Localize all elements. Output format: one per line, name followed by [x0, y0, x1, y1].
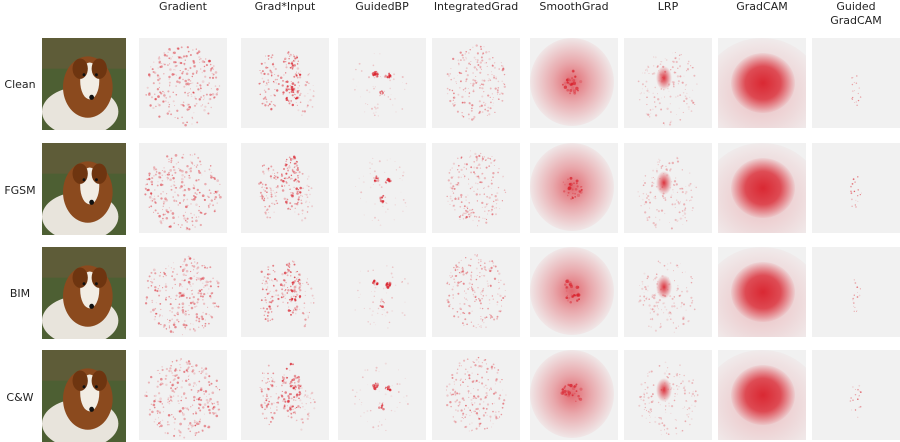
col-header-smoothgrad: SmoothGrad [530, 0, 618, 36]
saliency-map [139, 350, 227, 440]
col-header-label: LRP [657, 0, 679, 13]
saliency-map [432, 38, 520, 128]
saliency-map [624, 350, 712, 440]
col-header-label: Grad*Input [254, 0, 316, 13]
saliency-map [812, 143, 900, 233]
saliency-heatmap [145, 46, 221, 127]
input-photo [42, 143, 126, 235]
saliency-heatmap [258, 51, 315, 116]
saliency-heatmap [637, 156, 697, 230]
saliency-map [530, 350, 618, 440]
saliency-heatmap [352, 53, 408, 117]
saliency-map [139, 38, 227, 128]
saliency-map [241, 143, 329, 233]
saliency-map [718, 143, 806, 233]
saliency-heatmap [851, 75, 862, 107]
saliency-map [718, 350, 806, 440]
saliency-map [241, 350, 329, 440]
saliency-map [530, 247, 618, 337]
saliency-map [432, 143, 520, 233]
saliency-map [338, 38, 426, 128]
col-header-gradient: Gradient [139, 0, 227, 36]
col-header-label: GradCAM [736, 0, 788, 13]
col-header-guided-gradcam: Guided GradCAM [812, 0, 900, 36]
saliency-map [624, 247, 712, 337]
input-photo [42, 38, 126, 130]
collie-dog-photo [42, 350, 126, 442]
col-header-label: Guided GradCAM [830, 0, 882, 27]
saliency-map [139, 143, 227, 233]
row-label-clean: Clean [4, 78, 36, 91]
saliency-map [530, 143, 618, 233]
saliency-map [241, 247, 329, 337]
input-photo [42, 350, 126, 442]
saliency-heatmap [637, 260, 696, 333]
saliency-heatmap [530, 350, 614, 438]
collie-dog-photo [42, 38, 126, 130]
col-header-lrp: LRP [624, 0, 712, 36]
saliency-heatmap [849, 384, 862, 418]
saliency-heatmap [355, 157, 407, 227]
collie-dog-photo [42, 143, 126, 235]
saliency-map [432, 247, 520, 337]
saliency-map [718, 247, 806, 337]
col-header-label: IntegratedGrad [433, 0, 519, 13]
col-header-label: GuidedBP [355, 0, 409, 13]
saliency-heatmap [144, 255, 220, 336]
saliency-map [530, 38, 618, 128]
saliency-heatmap [530, 143, 614, 231]
saliency-map [812, 247, 900, 337]
col-header-guidedbp: GuidedBP [338, 0, 426, 36]
saliency-heatmap [259, 362, 316, 431]
col-header-grad-input: Grad*Input [241, 0, 329, 36]
collie-dog-photo [42, 247, 126, 339]
row-label-bim: BIM [9, 287, 31, 300]
saliency-map [812, 38, 900, 128]
saliency-map [338, 143, 426, 233]
row-label-cw: C&W [6, 391, 34, 404]
saliency-map [139, 247, 227, 337]
saliency-heatmap [530, 247, 614, 335]
saliency-map [338, 350, 426, 440]
saliency-map [338, 247, 426, 337]
saliency-heatmap [446, 44, 506, 121]
saliency-heatmap [258, 155, 314, 222]
col-header-label: SmoothGrad [539, 0, 609, 13]
col-header-gradcam: GradCAM [718, 0, 806, 36]
row-label-fgsm: FGSM [4, 184, 36, 197]
saliency-heatmap [530, 38, 614, 126]
saliency-heatmap [351, 362, 409, 432]
saliency-heatmap [354, 265, 410, 329]
saliency-map [718, 38, 806, 128]
saliency-heatmap [852, 279, 861, 313]
saliency-heatmap [718, 350, 806, 440]
saliency-heatmap [718, 143, 806, 233]
saliency-heatmap [850, 176, 862, 208]
saliency-heatmap [637, 51, 698, 126]
saliency-heatmap [260, 260, 315, 328]
saliency-heatmap [445, 356, 507, 432]
input-photo [42, 247, 126, 339]
col-header-integratedgrad: IntegratedGrad [432, 0, 520, 36]
saliency-map [812, 350, 900, 440]
saliency-heatmap [638, 361, 699, 436]
saliency-heatmap [718, 38, 806, 128]
saliency-map [432, 350, 520, 440]
saliency-heatmap [718, 247, 806, 337]
saliency-map [624, 38, 712, 128]
col-header-label: Gradient [159, 0, 207, 13]
saliency-heatmap [144, 358, 221, 439]
saliency-map [624, 143, 712, 233]
saliency-heatmap [144, 153, 222, 231]
saliency-heatmap [446, 253, 506, 329]
saliency-map [241, 38, 329, 128]
saliency-heatmap [446, 150, 507, 227]
